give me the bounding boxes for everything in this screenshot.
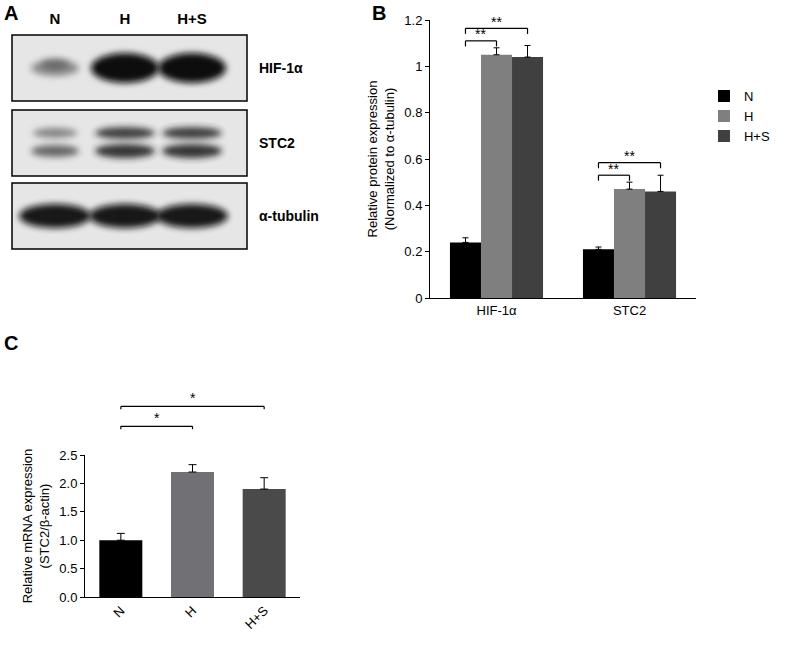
svg-text:H+S: H+S [242,603,271,632]
svg-text:1: 1 [415,59,422,74]
svg-text:STC2: STC2 [259,135,295,151]
svg-text:2.5: 2.5 [59,448,77,463]
svg-text:1.0: 1.0 [59,533,77,548]
svg-text:0: 0 [415,291,422,306]
svg-text:**: ** [624,148,635,164]
svg-text:0.8: 0.8 [404,105,422,120]
svg-text:1.2: 1.2 [404,13,422,28]
svg-text:Relative mRNA expression(STC2/: Relative mRNA expression(STC2/β-actin) [20,449,52,604]
svg-text:1.5: 1.5 [59,504,77,519]
svg-text:*: * [154,410,160,426]
svg-text:0.2: 0.2 [404,244,422,259]
svg-text:H+S: H+S [177,10,207,27]
svg-text:**: ** [475,26,486,42]
svg-text:α-tubulin: α-tubulin [259,208,319,224]
svg-text:0.6: 0.6 [404,152,422,167]
svg-text:0.4: 0.4 [404,198,422,213]
svg-text:N: N [110,603,127,620]
html-text:C: C [4,332,19,354]
svg-text:N: N [744,89,753,104]
svg-text:**: ** [608,161,619,177]
svg-text:STC2: STC2 [613,303,646,318]
svg-text:*: * [190,390,196,406]
svg-text:H: H [182,603,199,620]
svg-text:H: H [744,109,753,124]
svg-text:H: H [120,10,131,27]
svg-text:H+S: H+S [744,129,770,144]
svg-text:N: N [50,10,61,27]
html-text:A: A [4,2,19,24]
svg-text:HIF-1α: HIF-1α [476,303,517,318]
svg-text:**: ** [491,14,502,30]
svg-text:2.0: 2.0 [59,476,77,491]
svg-text:Relative protein expression(No: Relative protein expression(Normalized t… [365,81,397,238]
html-text:B: B [372,2,387,24]
svg-text:0.5: 0.5 [59,561,77,576]
svg-text:HIF-1α: HIF-1α [259,60,303,76]
svg-text:0.0: 0.0 [59,590,77,605]
